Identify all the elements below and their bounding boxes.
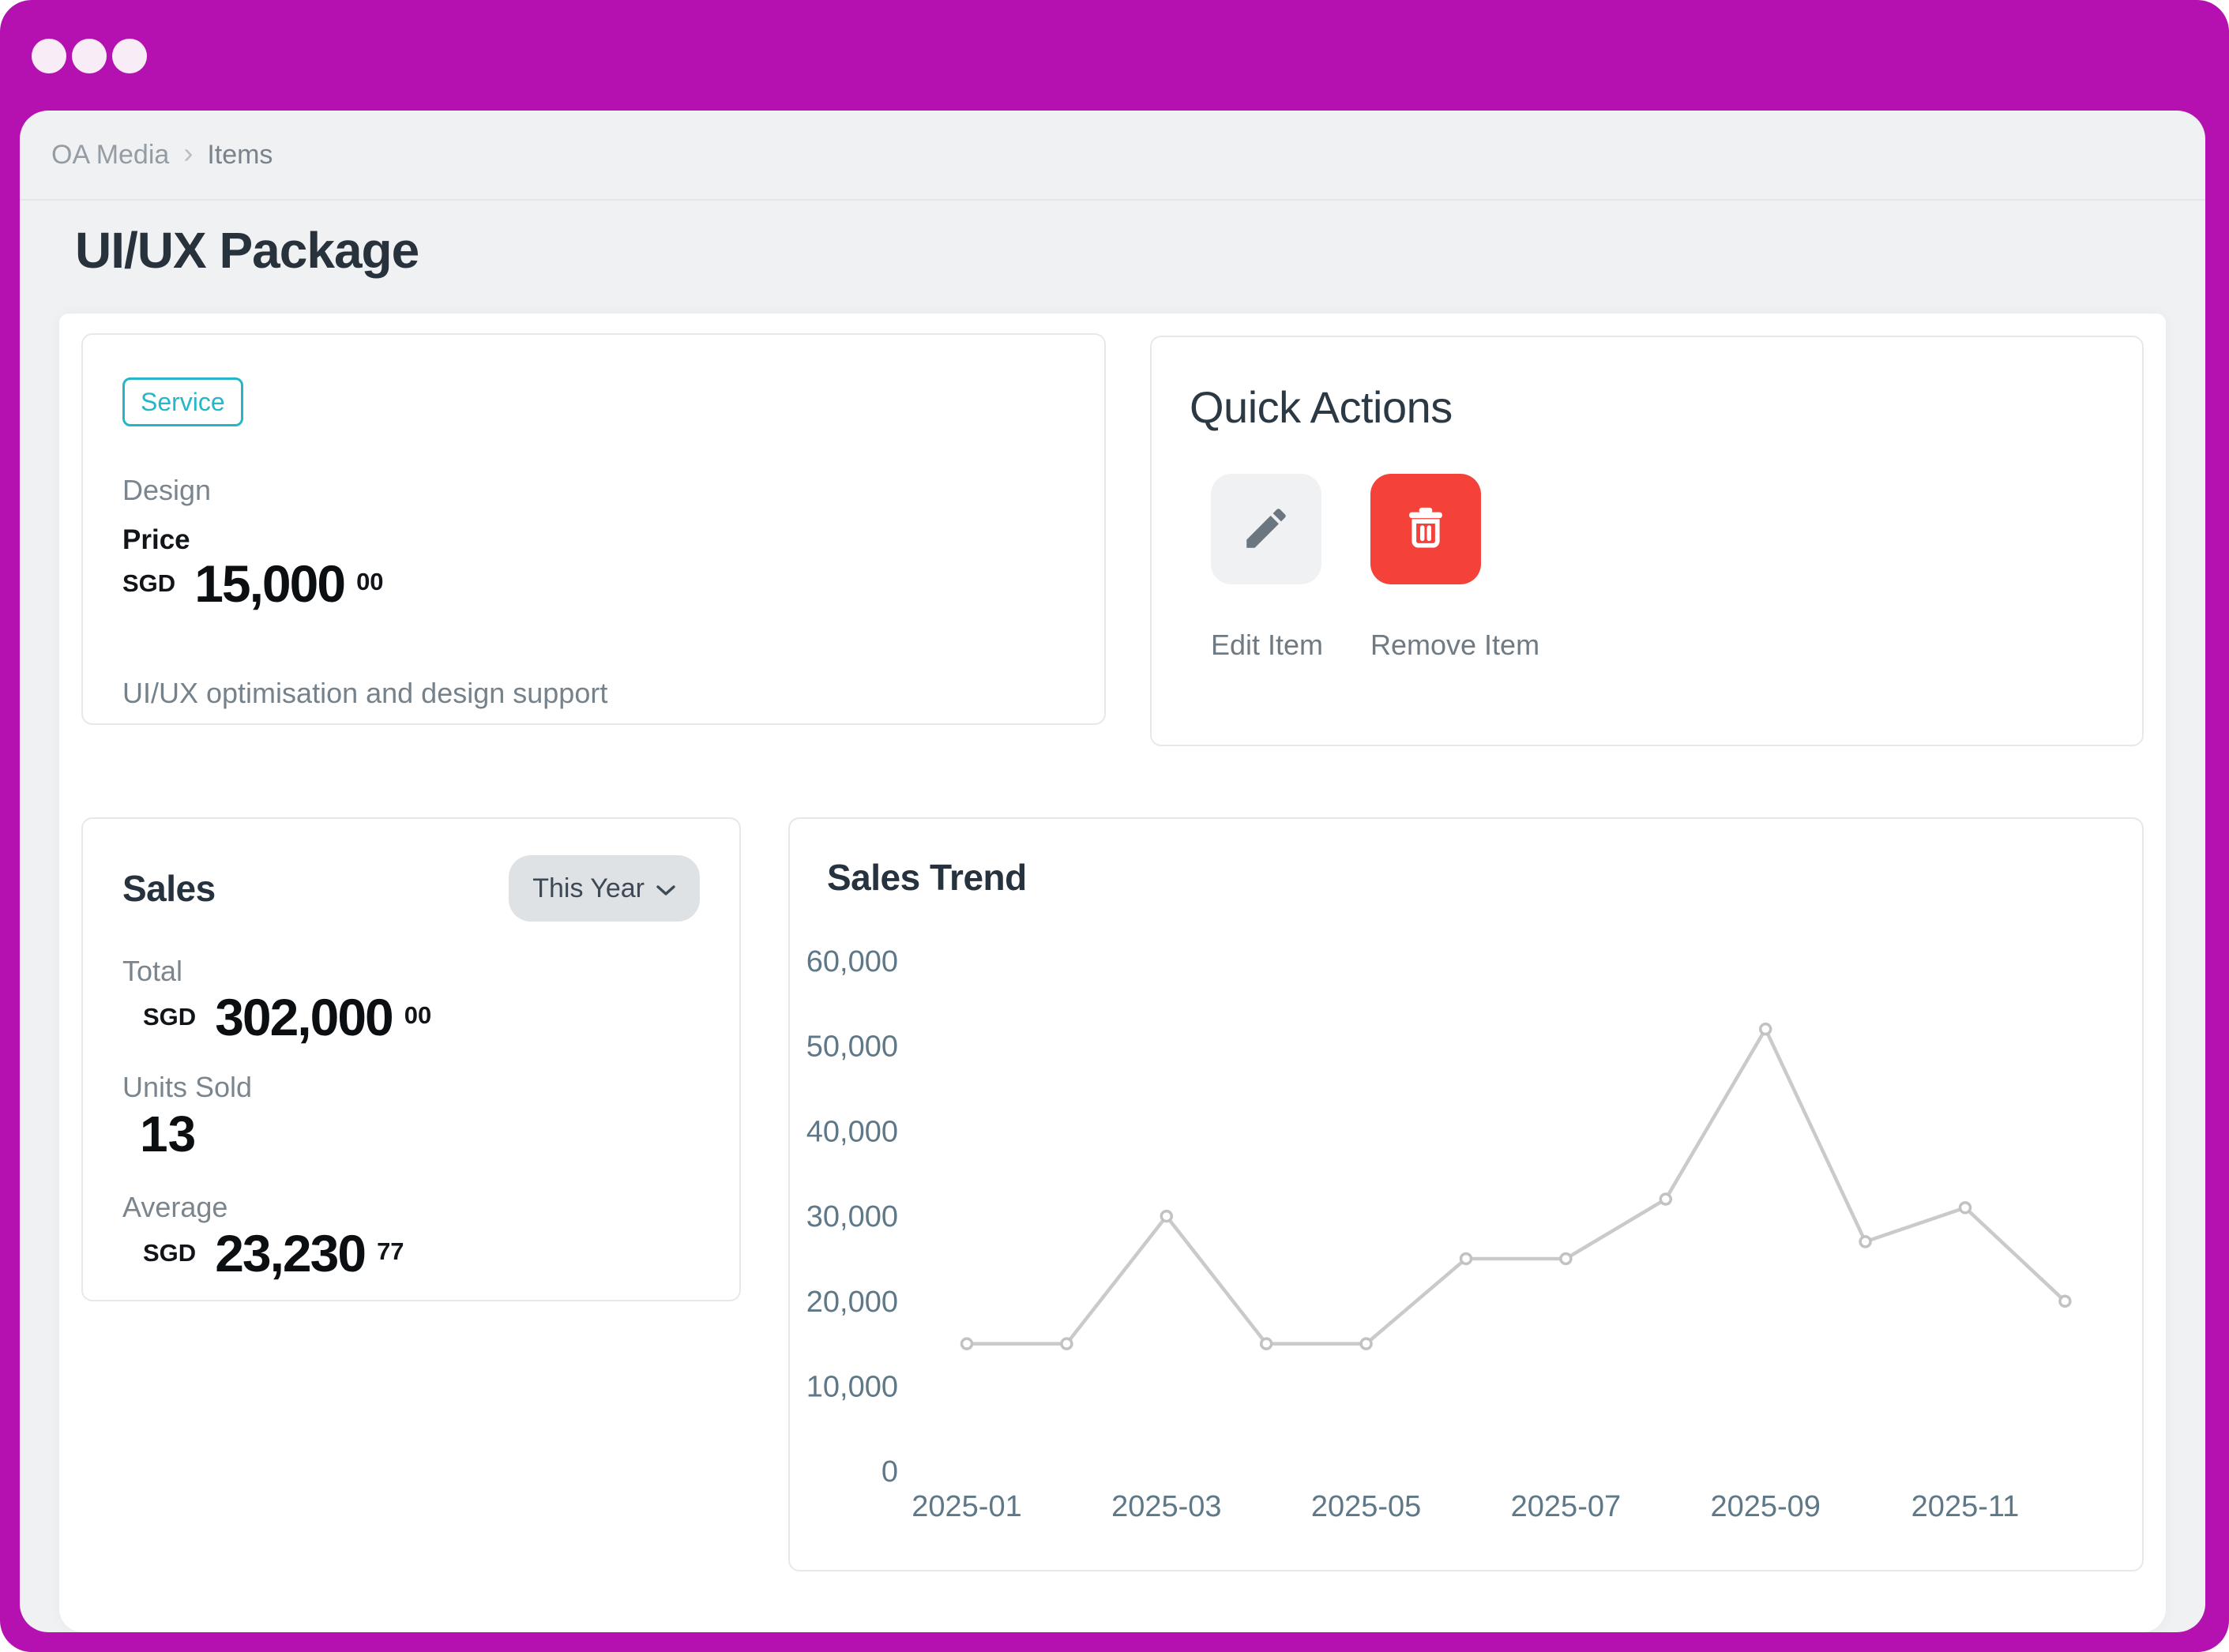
data-point-marker <box>1559 1252 1573 1266</box>
data-point-marker <box>960 1337 974 1350</box>
total-value: 302,000 <box>215 988 394 1046</box>
price-currency: SGD <box>122 569 176 597</box>
average-currency: SGD <box>143 1239 197 1267</box>
remove-item-label: Remove Item <box>1370 629 1540 661</box>
page-content: OA Media › Items UI/UX Package Service D… <box>20 111 2205 1632</box>
x-axis-tick-label: 2025-05 <box>1311 1490 1421 1523</box>
edit-item-label: Edit Item <box>1211 629 1324 661</box>
price-cents: 00 <box>356 568 384 595</box>
total-metric: Total SGD 302,000 00 <box>122 955 700 1046</box>
item-category: Design <box>122 474 212 506</box>
data-point-marker <box>2058 1294 2072 1308</box>
x-axis-tick-label: 2025-07 <box>1511 1490 1621 1523</box>
data-point-marker <box>1758 1022 1772 1036</box>
breadcrumb-item-items[interactable]: Items <box>207 139 273 170</box>
header-divider <box>20 199 2205 201</box>
total-amount: SGD 302,000 00 <box>143 988 700 1046</box>
y-axis-tick-label: 60,000 <box>806 945 898 978</box>
trend-line <box>964 1027 2067 1346</box>
units-sold-metric: Units Sold 13 <box>122 1071 700 1163</box>
total-currency: SGD <box>143 1003 197 1031</box>
quick-actions-title: Quick Actions <box>1190 382 1453 432</box>
breadcrumb: OA Media › Items <box>51 111 273 199</box>
pencil-icon <box>1240 502 1292 557</box>
total-cents: 00 <box>404 1001 432 1029</box>
service-type-badge: Service <box>122 377 243 426</box>
window-control-dot[interactable] <box>112 39 147 73</box>
y-axis-tick-label: 10,000 <box>806 1371 898 1404</box>
data-point-marker <box>1060 1337 1073 1350</box>
price-amount: SGD 15,000 00 <box>122 554 1065 613</box>
item-description: UI/UX optimisation and design support <box>122 677 608 710</box>
x-axis-tick-label: 2025-11 <box>1911 1490 2020 1523</box>
trash-icon <box>1401 504 1450 555</box>
price-label: Price <box>122 524 190 555</box>
quick-actions-card: Quick Actions <box>1150 336 2144 746</box>
data-point-marker <box>1859 1235 1872 1248</box>
data-point-marker <box>1160 1209 1174 1223</box>
average-amount: SGD 23,230 77 <box>143 1224 700 1283</box>
total-label: Total <box>122 955 183 987</box>
x-axis-tick-label: 2025-09 <box>1710 1490 1820 1523</box>
price-value: 15,000 <box>194 554 346 613</box>
breadcrumb-item-oa-media[interactable]: OA Media <box>51 139 170 170</box>
y-axis-tick-label: 50,000 <box>806 1031 898 1064</box>
chevron-down-icon <box>656 873 676 904</box>
period-selector-value: This Year <box>532 873 645 903</box>
window-controls <box>32 39 147 73</box>
average-label: Average <box>122 1191 228 1224</box>
window-control-dot[interactable] <box>32 39 66 73</box>
window-titlebar <box>0 0 2229 111</box>
x-axis-tick-label: 2025-01 <box>912 1490 1021 1523</box>
units-sold-value: 13 <box>140 1106 197 1163</box>
sales-trend-title: Sales Trend <box>827 857 1027 898</box>
data-point-marker <box>1359 1337 1373 1350</box>
sales-summary-card: Sales This Year Total SGD 302 <box>81 817 741 1301</box>
x-axis-tick-label: 2025-03 <box>1111 1490 1221 1523</box>
units-sold-label: Units Sold <box>122 1071 253 1104</box>
average-value: 23,230 <box>215 1224 366 1283</box>
sales-trend-chart: 0 10,000 20,000 30,000 40,000 50,000 60,000 202… <box>806 945 2072 1523</box>
average-cents: 77 <box>377 1237 404 1266</box>
main-panel: Service Design Price SGD 15,000 00 UI/UX… <box>59 314 2166 1632</box>
edit-item-button[interactable] <box>1211 474 1321 584</box>
page-title: UI/UX Package <box>75 222 419 279</box>
y-axis-tick-label: 20,000 <box>806 1286 898 1319</box>
data-point-marker <box>1659 1192 1673 1206</box>
remove-item-button[interactable] <box>1370 474 1481 584</box>
sales-trend-card: Sales Trend 0 10,000 20,000 30,000 40,000 50,… <box>788 817 2144 1571</box>
window-control-dot[interactable] <box>72 39 107 73</box>
data-point-marker <box>1259 1337 1273 1350</box>
data-point-marker <box>1958 1201 1972 1215</box>
item-detail-card: Service Design Price SGD 15,000 00 UI/UX… <box>81 333 1106 725</box>
y-axis-tick-label: 30,000 <box>806 1200 898 1233</box>
data-point-marker <box>1459 1252 1473 1266</box>
average-metric: Average SGD 23,230 77 <box>122 1191 700 1283</box>
y-axis-tick-label: 40,000 <box>806 1115 898 1148</box>
sales-card-title: Sales <box>122 868 216 909</box>
chevron-right-icon: › <box>183 137 194 169</box>
y-axis-tick-label: 0 <box>881 1455 898 1489</box>
period-selector-dropdown[interactable]: This Year <box>509 855 700 922</box>
